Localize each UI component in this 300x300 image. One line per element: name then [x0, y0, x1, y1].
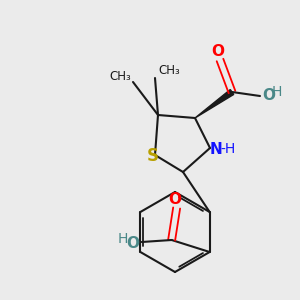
Text: CH₃: CH₃ — [109, 70, 131, 83]
Text: S: S — [147, 147, 159, 165]
Text: CH₃: CH₃ — [158, 64, 180, 77]
Text: O: O — [212, 44, 224, 59]
Text: O: O — [262, 88, 275, 103]
Text: -H: -H — [220, 142, 236, 156]
Text: H: H — [117, 232, 128, 246]
Text: O: O — [168, 193, 181, 208]
Text: N: N — [210, 142, 222, 157]
Text: O: O — [127, 236, 140, 250]
Polygon shape — [195, 89, 234, 118]
Text: H: H — [272, 85, 282, 99]
